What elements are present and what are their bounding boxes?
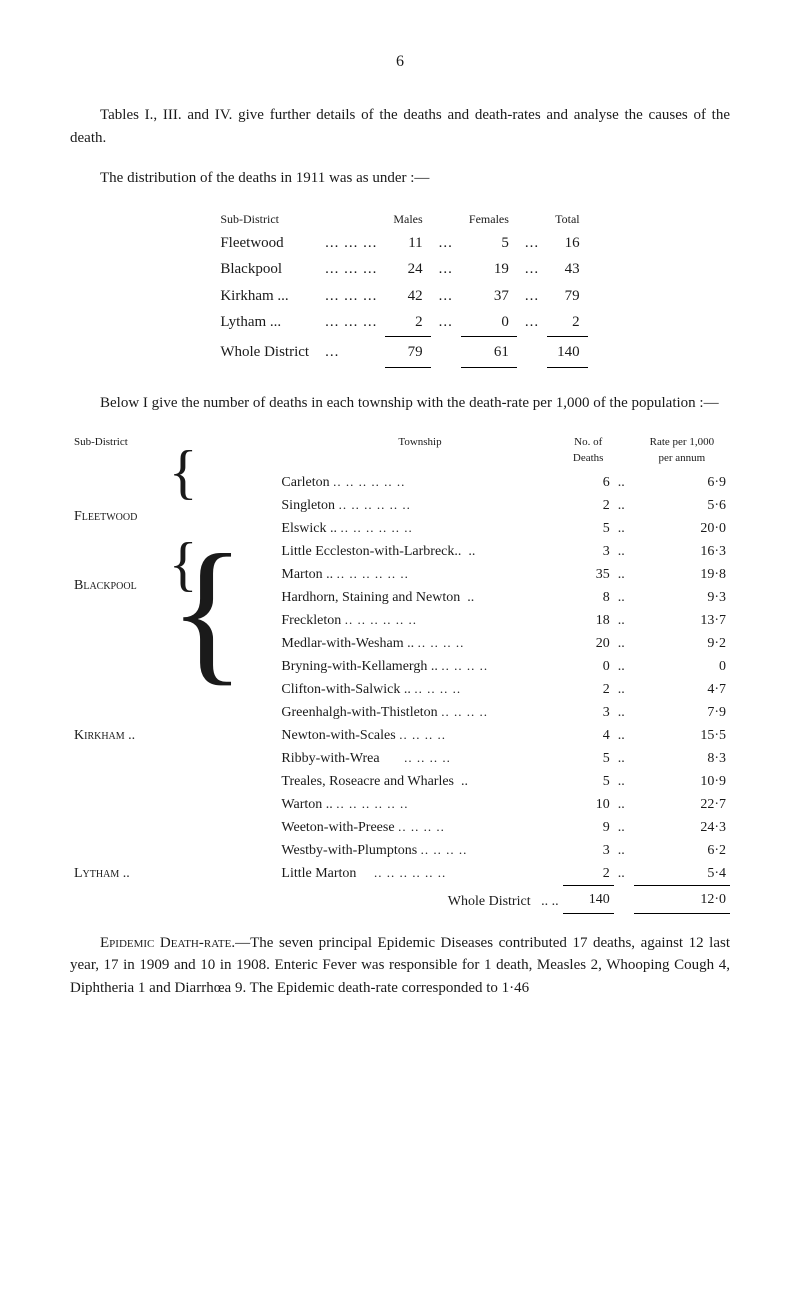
epidemic-heading: Epidemic Death-rate. (100, 935, 235, 951)
table-row: Blackpool ... ... ... 24 ... 19 ... 43 (212, 256, 587, 283)
table-row: Fleetwood { Carleton 6.. 6·9 (70, 471, 730, 494)
header-deaths: No. of Deaths (563, 433, 614, 471)
distribution-intro: The distribution of the deaths in 1911 w… (70, 167, 730, 190)
total-label: Whole District (448, 894, 531, 909)
header-subdistrict: Sub-District (212, 208, 317, 230)
total-value: 16 (547, 230, 588, 257)
township-table: Sub-District Township No. of Deaths Rate… (70, 433, 730, 914)
header-subdistrict: Sub-District (70, 433, 165, 471)
brace-icon: { (165, 609, 278, 862)
ellipsis: ... (517, 230, 547, 257)
females-value: 5 (461, 230, 517, 257)
township-intro: Below I give the number of deaths in eac… (70, 392, 730, 415)
males-value: 11 (385, 230, 430, 257)
table-row: Kirkham ... ... ... ... 42 ... 37 ... 79 (212, 283, 587, 310)
subdistrict-label: Lytham .. (70, 862, 165, 886)
epidemic-paragraph: Epidemic Death-rate.—The seven principal… (70, 932, 730, 1000)
ellipsis: ... (431, 230, 461, 257)
table-row: Lytham ... ... ... ... 2 ... 0 ... 2 (212, 309, 587, 336)
table-total-row: Whole District ... 79 61 140 (212, 336, 587, 368)
intro-paragraph: Tables I., III. and IV. give further det… (70, 104, 730, 149)
table-row: Kirkham .. { Freckleton 18.. 13·7 (70, 609, 730, 632)
ellipsis: ... ... ... (317, 230, 385, 257)
subdistrict-label: Kirkham .. (70, 609, 165, 862)
table-total-row: Whole District .. .. 140 12·0 (70, 885, 730, 913)
distribution-table: Sub-District Males Females Total Fleetwo… (212, 208, 587, 369)
table-row: Lytham .. Little Marton 2.. 5·4 (70, 862, 730, 886)
page-number: 6 (70, 50, 730, 74)
header-township: Township (277, 433, 562, 471)
header-males: Males (385, 208, 430, 230)
township-name: Carleton (281, 475, 329, 490)
subdistrict-label: Fleetwood (70, 471, 165, 563)
table-row: Fleetwood ... ... ... 11 ... 5 ... 16 (212, 230, 587, 257)
table-header-row: Sub-District Males Females Total (212, 208, 587, 230)
district-name: Blackpool (212, 256, 317, 283)
total-label: Whole District (212, 336, 317, 368)
header-females: Females (461, 208, 517, 230)
header-total: Total (547, 208, 588, 230)
subdistrict-label: Blackpool (70, 563, 165, 609)
header-rate: Rate per 1,000 per annum (634, 433, 730, 471)
district-name: Fleetwood (212, 230, 317, 257)
